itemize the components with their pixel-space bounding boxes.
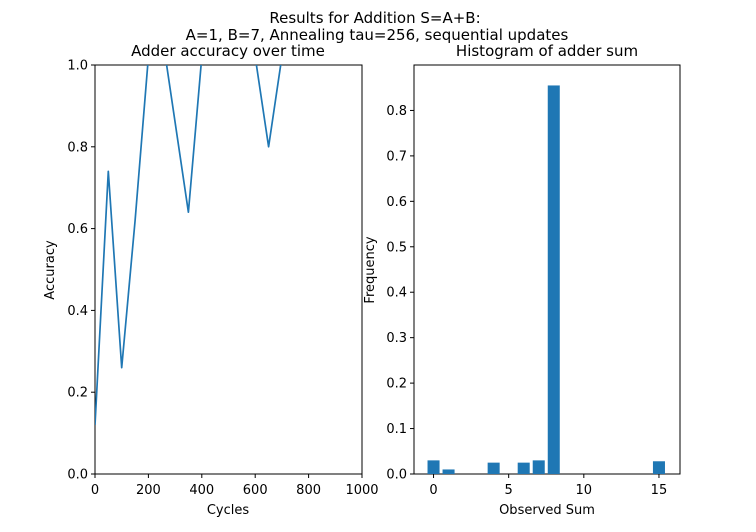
accuracy-x-tick-label-5: 1000 — [345, 483, 378, 498]
histogram-chart-title: Histogram of adder sum — [456, 42, 638, 60]
accuracy-x-tick-label-2: 400 — [189, 483, 214, 498]
histogram-x-tick-label-1: 5 — [505, 483, 513, 498]
histogram-y-ticks: 0.0 0.1 0.2 0.3 0.4 0.5 0.6 0.7 0.8 — [386, 104, 414, 483]
accuracy-chart: Adder accuracy over time 0 200 400 600 800 10… — [43, 42, 379, 518]
accuracy-y-tick-label-4: 0.8 — [67, 140, 88, 155]
histogram-bar-8 — [547, 85, 560, 474]
accuracy-series-line-0 — [95, 65, 282, 425]
histogram-y-tick-label-3: 0.3 — [386, 331, 407, 346]
accuracy-plot-area — [95, 65, 282, 425]
histogram-bar-0 — [427, 460, 440, 474]
accuracy-chart-frame — [94, 64, 363, 475]
histogram-y-tick-label-7: 0.7 — [386, 149, 407, 164]
histogram-bar-1 — [442, 469, 455, 474]
histogram-y-tick-label-6: 0.6 — [386, 195, 407, 210]
histogram-bar-4 — [487, 462, 500, 474]
histogram-plot-area — [427, 85, 665, 474]
histogram-y-tick-label-5: 0.5 — [386, 240, 407, 255]
histogram-y-tick-label-2: 0.2 — [386, 377, 407, 392]
histogram-x-tick-label-3: 15 — [651, 483, 668, 498]
histogram-chart-frame — [413, 64, 681, 475]
histogram-x-tick-label-0: 0 — [429, 483, 437, 498]
histogram-chart: Histogram of adder sum 0 5 10 15 0.00.10.20… — [363, 42, 681, 518]
accuracy-x-tick-label-1: 200 — [136, 483, 161, 498]
accuracy-x-ticks: 0 200 400 600 800 1000 — [91, 474, 379, 498]
accuracy-x-axis-label: Cycles — [207, 503, 250, 518]
histogram-bar-6 — [517, 462, 530, 474]
histogram-y-tick-label-8: 0.8 — [386, 104, 407, 119]
accuracy-y-tick-label-5: 1.0 — [67, 59, 88, 74]
accuracy-y-tick-label-2: 0.4 — [67, 304, 88, 319]
figure-suptitle-line2: A=1, B=7, Annealing tau=256, sequential … — [186, 26, 569, 44]
histogram-x-axis-label: Observed Sum — [499, 503, 595, 518]
histogram-bar-15 — [652, 461, 665, 474]
accuracy-y-tick-label-3: 0.6 — [67, 222, 88, 237]
accuracy-y-ticks: 0.0 0.2 0.4 0.6 0.8 1.0 — [67, 59, 95, 483]
accuracy-chart-title: Adder accuracy over time — [131, 42, 325, 60]
histogram-x-tick-label-2: 10 — [576, 483, 593, 498]
histogram-y-tick-label-1: 0.1 — [386, 422, 407, 437]
histogram-bar-7 — [532, 460, 545, 474]
accuracy-x-tick-label-4: 800 — [296, 483, 321, 498]
histogram-y-axis-label: Frequency — [363, 236, 378, 303]
accuracy-y-axis-label: Accuracy — [43, 240, 58, 300]
accuracy-x-tick-label-3: 600 — [243, 483, 268, 498]
figure-suptitle-line1: Results for Addition S=A+B: — [269, 9, 480, 27]
accuracy-y-tick-label-0: 0.0 — [67, 468, 88, 483]
accuracy-x-tick-label-0: 0 — [91, 483, 99, 498]
histogram-y-tick-label-4: 0.4 — [386, 286, 407, 301]
histogram-y-tick-label-0: 0.0 — [386, 468, 407, 483]
histogram-x-ticks: 0 5 10 15 — [429, 474, 667, 498]
accuracy-y-tick-label-1: 0.2 — [67, 386, 88, 401]
